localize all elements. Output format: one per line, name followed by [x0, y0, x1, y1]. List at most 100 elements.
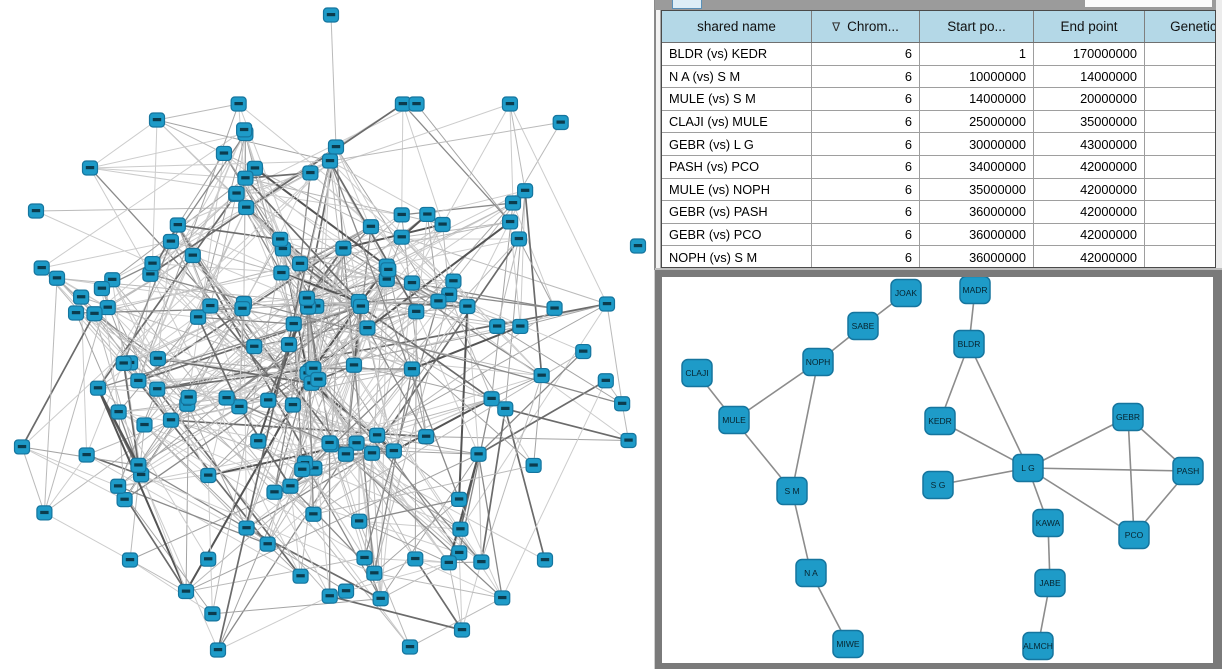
network-node-jabe[interactable]: JABE [1034, 568, 1066, 598]
network-node[interactable] [394, 96, 411, 112]
network-node[interactable] [504, 195, 522, 211]
network-node[interactable] [452, 521, 469, 537]
network-node-sg[interactable]: S G [922, 470, 954, 500]
network-node[interactable] [459, 298, 476, 315]
network-node[interactable] [629, 238, 647, 254]
network-node-claji[interactable]: CLAJI [681, 358, 713, 388]
network-node[interactable] [372, 591, 389, 607]
network-node[interactable] [237, 170, 254, 186]
network-node[interactable] [291, 256, 309, 272]
network-node[interactable] [501, 96, 519, 112]
network-node[interactable] [266, 484, 283, 500]
network-node[interactable] [110, 478, 127, 494]
network-node[interactable] [202, 298, 219, 314]
network-node[interactable] [231, 399, 248, 415]
network-node[interactable] [238, 520, 255, 536]
table-row[interactable]: CLAJI (vs) MULE625000000350000005.9 [662, 110, 1215, 134]
network-node-pco[interactable]: PCO [1118, 520, 1150, 550]
network-node[interactable] [322, 7, 340, 23]
network-node[interactable] [352, 298, 370, 315]
network-node[interactable] [162, 412, 180, 428]
network-node[interactable] [362, 219, 380, 235]
table-row[interactable]: GEBR (vs) PASH636000000420000008.9 [662, 200, 1215, 224]
network-node[interactable] [230, 96, 247, 112]
network-node[interactable] [250, 433, 267, 449]
network-node[interactable] [200, 467, 217, 484]
network-node[interactable] [285, 316, 302, 332]
network-node[interactable] [614, 396, 631, 412]
network-node[interactable] [453, 622, 471, 638]
network-node[interactable] [78, 447, 95, 463]
network-node[interactable] [218, 390, 235, 406]
network-node[interactable] [89, 380, 107, 396]
network-node[interactable] [369, 427, 386, 443]
column-header-sharedname[interactable]: shared name [662, 11, 812, 43]
network-node-sabe[interactable]: SABE [847, 311, 879, 341]
network-node[interactable] [130, 457, 147, 473]
table-row[interactable]: MULE (vs) NOPH6350000004200000010.5 [662, 178, 1215, 202]
network-node[interactable] [228, 185, 245, 202]
network-node[interactable] [434, 216, 451, 233]
network-node-noph[interactable]: NOPH [802, 347, 834, 377]
network-node[interactable] [302, 165, 319, 181]
network-node[interactable] [393, 207, 410, 223]
network-node-kawa[interactable]: KAWA [1032, 508, 1064, 538]
network-node[interactable] [36, 505, 53, 521]
network-node[interactable] [149, 351, 166, 367]
network-node[interactable] [483, 391, 500, 407]
network-node[interactable] [408, 304, 425, 320]
network-node[interactable] [189, 309, 207, 325]
network-node[interactable] [180, 389, 197, 406]
network-node[interactable] [144, 255, 161, 272]
network-node-miwe[interactable]: MIWE [832, 629, 864, 659]
table-row[interactable]: BLDR (vs) KEDR61170000000192.0 [662, 42, 1215, 66]
network-node[interactable] [502, 214, 519, 230]
column-header-chrom[interactable]: ∇ Chrom... [811, 11, 920, 43]
filter-icon[interactable]: ∇ [832, 20, 841, 34]
network-node[interactable] [440, 555, 457, 571]
network-node[interactable] [385, 443, 402, 459]
network-node[interactable] [366, 565, 383, 581]
network-node[interactable] [215, 145, 233, 162]
network-node[interactable] [81, 160, 99, 176]
network-node[interactable] [149, 381, 166, 397]
table-row[interactable]: NOPH (vs) S M636000000420000009.9 [662, 245, 1215, 267]
network-node[interactable] [512, 318, 529, 335]
table-row[interactable]: N A (vs) S M610000000140000006.6 [662, 65, 1215, 89]
network-node[interactable] [403, 275, 421, 291]
table-tab-stub[interactable] [672, 0, 702, 9]
network-node[interactable] [162, 233, 180, 250]
network-node[interactable] [234, 301, 251, 317]
network-node[interactable] [110, 404, 127, 420]
main-network-canvas[interactable] [0, 0, 654, 669]
network-node[interactable] [209, 642, 227, 658]
network-node[interactable] [130, 373, 147, 389]
network-node[interactable] [337, 583, 355, 599]
network-node[interactable] [115, 355, 132, 371]
network-node[interactable] [86, 306, 103, 322]
network-node[interactable] [470, 446, 487, 462]
network-node[interactable] [177, 583, 195, 600]
network-node[interactable] [27, 203, 45, 219]
network-node[interactable] [327, 139, 345, 155]
network-node[interactable] [246, 339, 263, 355]
network-node[interactable] [259, 536, 276, 552]
network-node[interactable] [393, 229, 410, 245]
network-node[interactable] [359, 320, 376, 336]
network-node[interactable] [294, 462, 311, 478]
network-node-lg[interactable]: L G [1012, 453, 1044, 483]
network-node[interactable] [380, 262, 397, 278]
network-node[interactable] [121, 552, 139, 568]
network-node[interactable] [280, 337, 298, 353]
network-node[interactable] [546, 300, 563, 317]
network-node[interactable] [598, 296, 616, 312]
network-node[interactable] [48, 270, 66, 286]
network-node-madr[interactable]: MADR [959, 277, 991, 305]
column-header-genetic[interactable]: Genetic... [1144, 11, 1215, 43]
network-node[interactable] [272, 231, 289, 247]
network-node[interactable] [356, 550, 373, 566]
network-node[interactable] [284, 397, 302, 413]
network-node[interactable] [620, 432, 637, 449]
network-node[interactable] [536, 552, 554, 568]
network-node[interactable] [298, 290, 316, 306]
